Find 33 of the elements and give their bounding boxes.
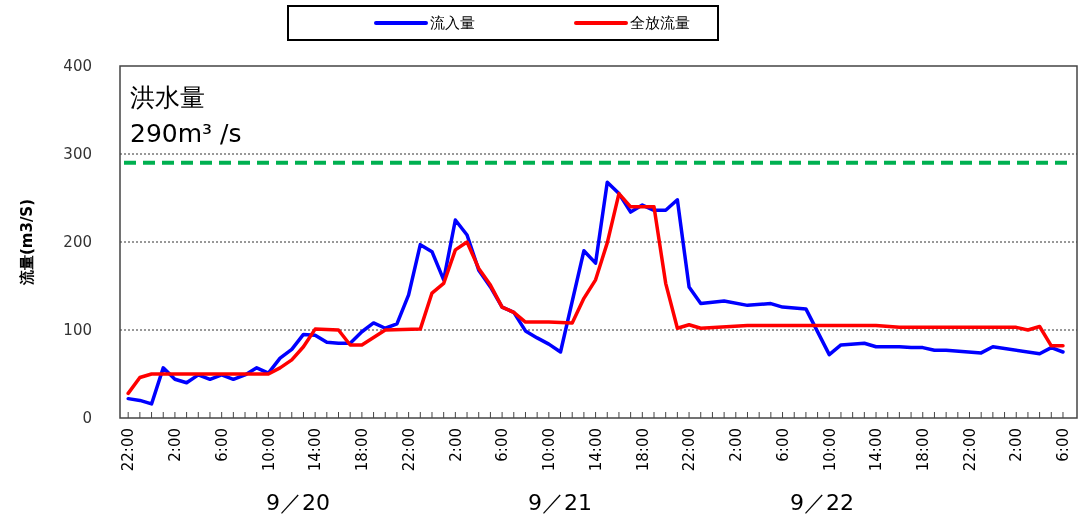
x-tick-label: 2:00 [166,428,185,462]
x-tick-label: 6:00 [773,428,792,462]
x-tick-label: 14:00 [867,428,886,472]
text: 9／21 [528,490,592,515]
y-axis-title: 流量(m3/S) [18,198,36,287]
text: 9／20 [266,490,330,515]
x-tick-label: 2:00 [1007,428,1026,462]
x-tick-label: 6:00 [493,428,512,462]
y-tick-label: 100 [63,321,92,340]
y-tick-label: 300 [63,145,92,164]
legend-label: 全放流量 [630,14,690,33]
x-tick-label: 10:00 [540,428,559,472]
x-tick-label: 14:00 [586,428,605,472]
y-tick-label: 200 [63,233,92,252]
x-tick-label: 22:00 [680,428,699,472]
x-tick-label: 22:00 [960,428,979,472]
x-tick-label: 2:00 [727,428,746,462]
x-tick-label: 10:00 [820,428,839,472]
ref-line-label: 洪水量 290m³ /s [130,83,242,148]
y-tick-label: 400 [63,57,92,76]
x-tick-label: 22:00 [399,428,418,472]
x-tick-label: 6:00 [1054,428,1073,462]
legend-label: 流入量 [430,14,475,33]
x-tick-label: 18:00 [914,428,933,472]
x-tick-label: 18:00 [633,428,652,472]
x-tick-label: 10:00 [259,428,278,472]
x-tick-label: 14:00 [306,428,325,472]
x-tick-label: 6:00 [212,428,231,462]
text: 9／22 [790,490,854,515]
x-tick-label: 22:00 [119,428,138,472]
x-tick-label: 18:00 [353,428,372,472]
x-tick-label: 2:00 [446,428,465,462]
y-tick-label: 0 [82,409,92,428]
